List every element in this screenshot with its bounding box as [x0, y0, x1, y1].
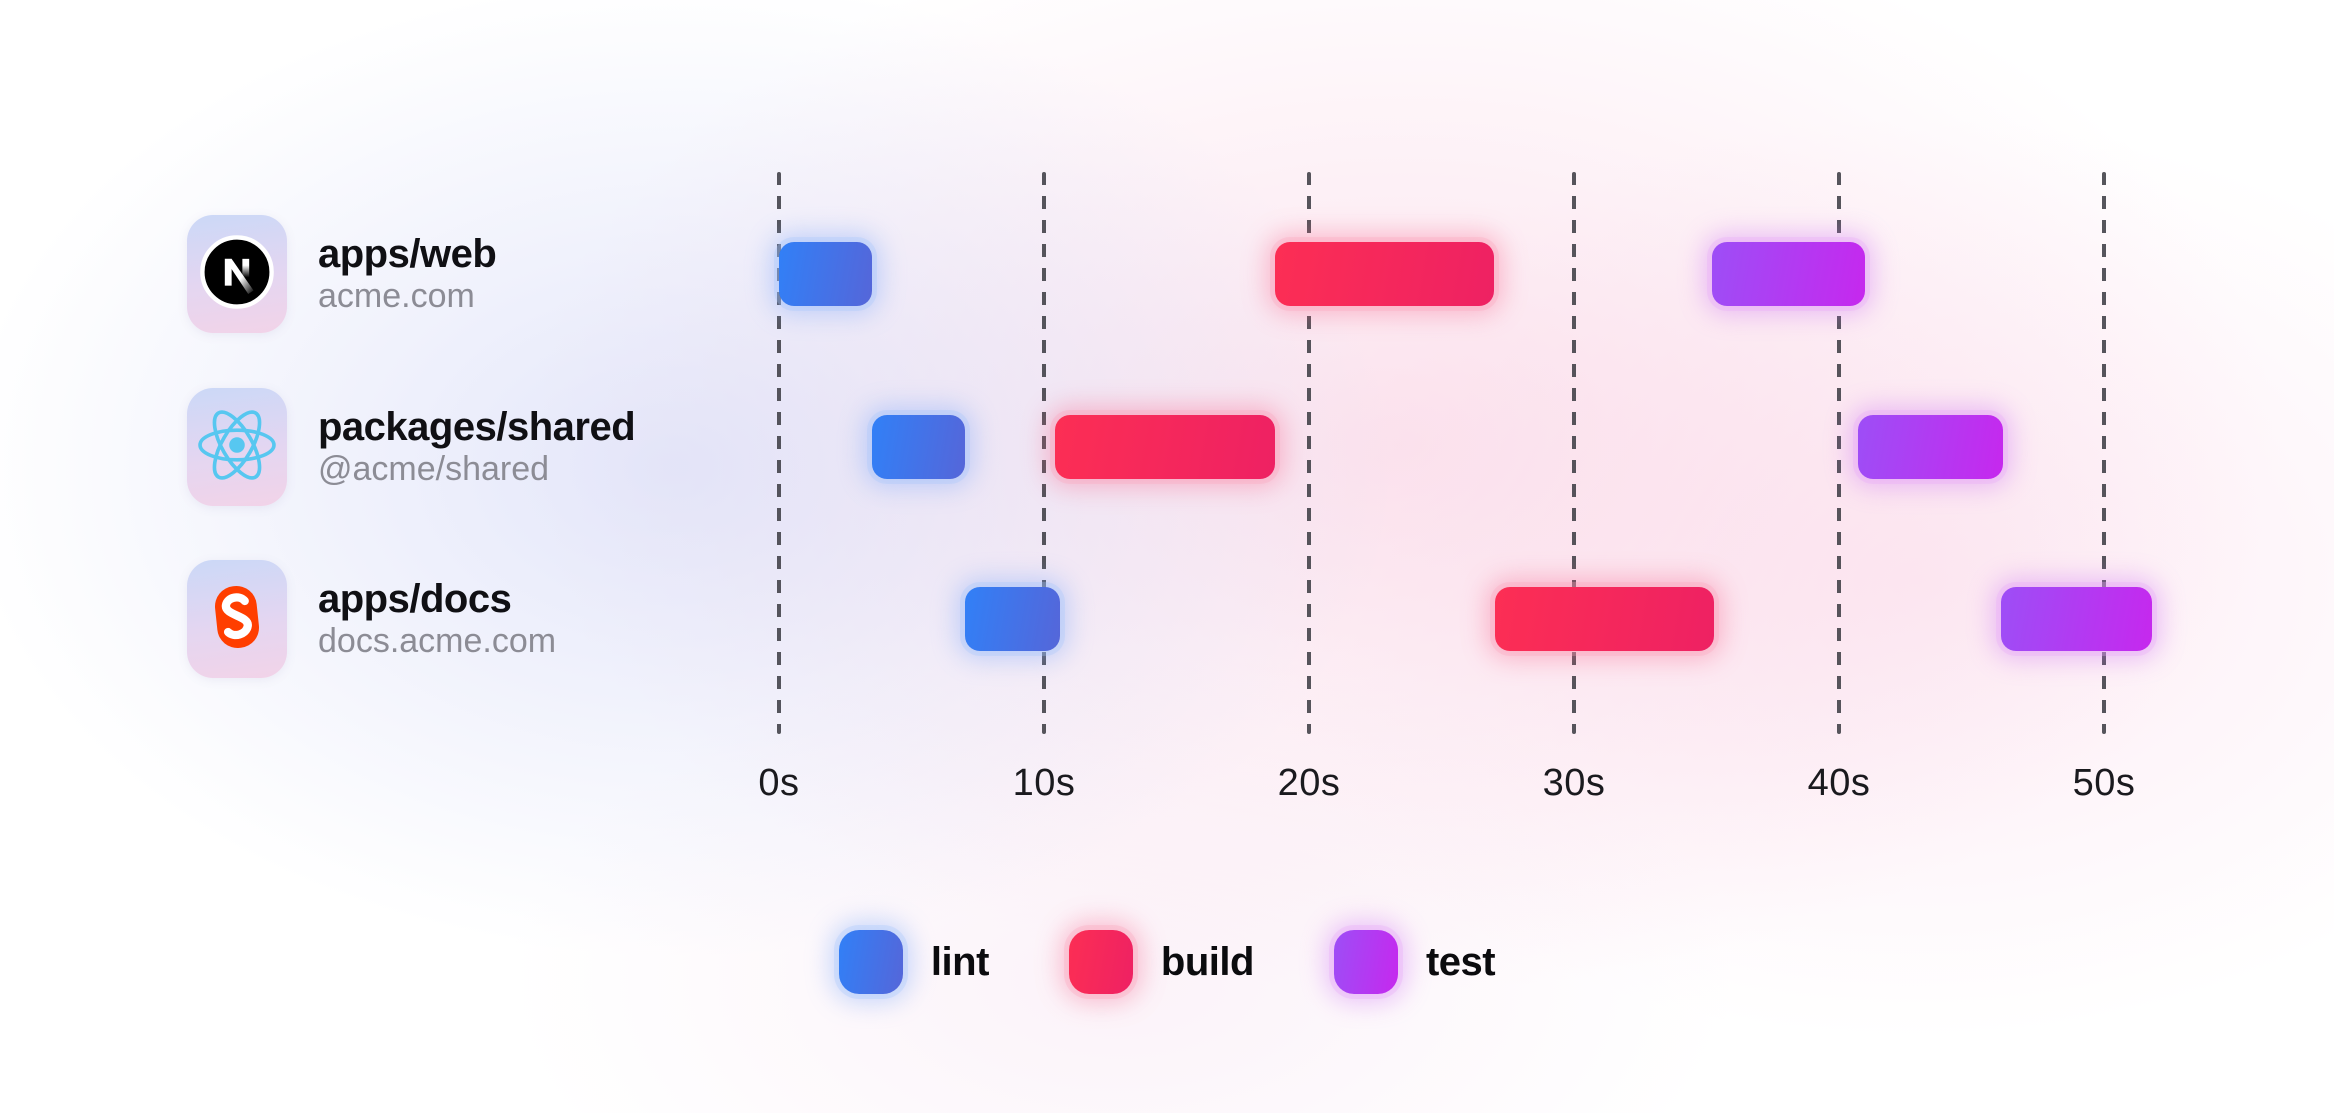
task-bar-test — [1857, 415, 2004, 479]
task-bar-build — [1494, 587, 1715, 651]
package-row: packages/shared @acme/shared — [187, 388, 636, 506]
legend-swatch-lint — [838, 930, 903, 994]
legend-item-test: test — [1333, 930, 1496, 994]
legend-label: test — [1425, 939, 1496, 984]
package-text: packages/shared @acme/shared — [318, 405, 636, 489]
task-bar-lint — [964, 587, 1060, 651]
gridline — [2102, 172, 2106, 734]
axis-tick-label: 40s — [1807, 762, 1871, 804]
axis-tick-label: 20s — [1277, 762, 1341, 804]
axis-tick-label: 30s — [1542, 762, 1606, 804]
react-icon — [195, 407, 279, 488]
package-row: apps/docs docs.acme.com — [187, 560, 556, 678]
axis-tick-label: 50s — [2072, 762, 2136, 804]
gridline — [777, 172, 781, 734]
legend-swatch-test — [1333, 930, 1398, 994]
gridline — [1307, 172, 1311, 734]
package-text: apps/web acme.com — [318, 232, 497, 316]
task-bar-build — [1274, 242, 1495, 306]
axis-tick-label: 0s — [758, 762, 800, 804]
package-detail: acme.com — [318, 277, 475, 316]
package-detail: docs.acme.com — [318, 622, 557, 661]
task-bar-test — [1711, 242, 1866, 306]
framework-icon-tile — [187, 560, 287, 678]
axis-tick-label: 10s — [1012, 762, 1076, 804]
legend-label: lint — [930, 939, 989, 984]
legend: lint build test — [0, 930, 2334, 994]
svelte-icon — [201, 577, 273, 662]
task-bar-lint — [871, 415, 965, 479]
package-row: apps/web acme.com — [187, 215, 497, 333]
task-bar-build — [1054, 415, 1275, 479]
package-detail: @acme/shared — [318, 450, 550, 489]
package-name: packages/shared — [318, 405, 636, 450]
gridline — [1837, 172, 1841, 734]
package-name: apps/web — [318, 232, 497, 277]
legend-item-lint: lint — [838, 930, 989, 994]
nextjs-icon — [198, 233, 276, 316]
task-bar-test — [2000, 587, 2152, 651]
gridline — [1042, 172, 1046, 734]
legend-swatch-build — [1068, 930, 1133, 994]
framework-icon-tile — [187, 215, 287, 333]
task-bar-lint — [779, 242, 872, 306]
legend-item-build: build — [1068, 930, 1255, 994]
gridline — [1572, 172, 1576, 734]
framework-icon-tile — [187, 388, 287, 506]
package-text: apps/docs docs.acme.com — [318, 578, 556, 660]
package-name: apps/docs — [318, 577, 512, 622]
legend-label: build — [1160, 939, 1255, 984]
